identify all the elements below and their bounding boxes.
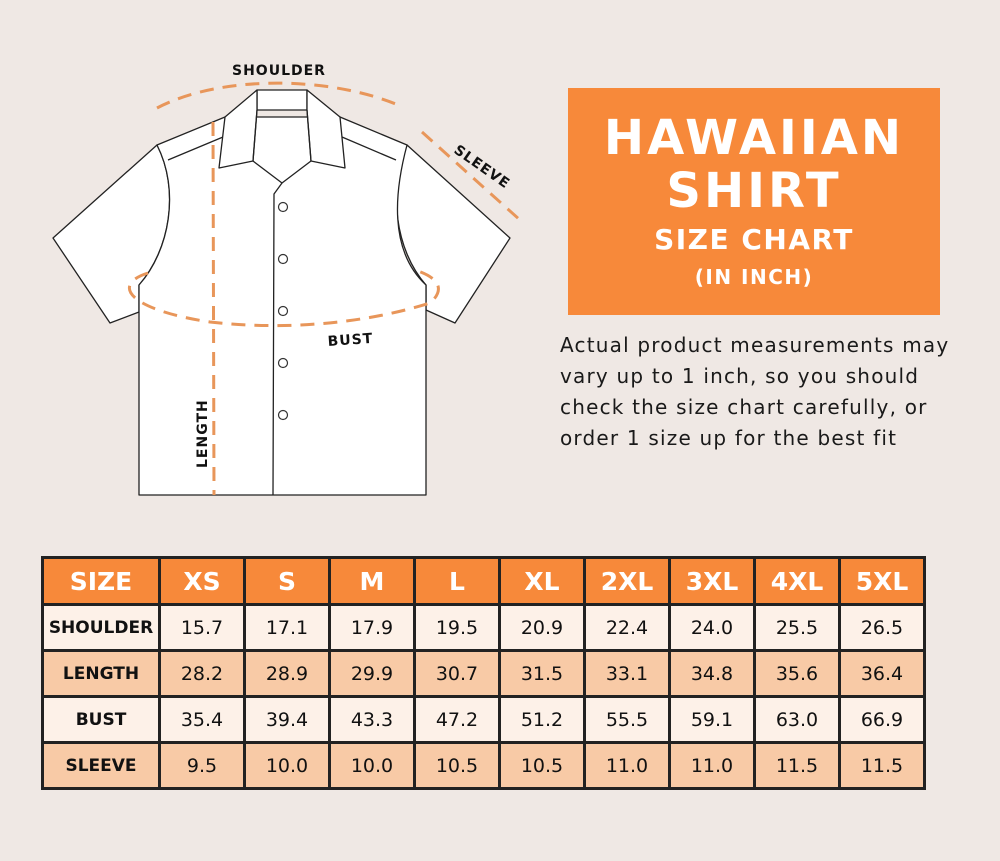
- button: [277, 357, 289, 369]
- table-cell: 29.9: [328, 649, 416, 698]
- table-row: SLEEVE 9.5 10.0 10.0 10.5 10.5 11.0 11.0 11.5 11.…: [41, 741, 926, 790]
- button: [277, 253, 289, 265]
- table-cell: 11.0: [668, 741, 756, 790]
- table-cell: 10.0: [328, 741, 416, 790]
- table-cell: 55.5: [583, 695, 671, 744]
- subtitle: SIZE CHART: [654, 223, 854, 256]
- title-line-2: SHIRT: [666, 163, 842, 219]
- button: [277, 409, 289, 421]
- table-row: BUST 35.4 39.4 43.3 47.2 51.2 55.5 59.1 63.0 66.9: [41, 695, 926, 744]
- row-label: SLEEVE: [41, 741, 161, 790]
- row-label: BUST: [41, 695, 161, 744]
- table-cell: 10.5: [498, 741, 586, 790]
- table-cell: 47.2: [413, 695, 501, 744]
- shoulder-measure-line: [156, 81, 404, 110]
- table-cell: 59.1: [668, 695, 756, 744]
- table-cell: 26.5: [838, 603, 926, 652]
- collar: [256, 89, 308, 111]
- table-cell: 15.7: [158, 603, 246, 652]
- header-size-2xl: 2XL: [583, 556, 671, 606]
- unit-note: (IN INCH): [694, 265, 814, 289]
- table-cell: 36.4: [838, 649, 926, 698]
- shoulder-label: SHOULDER: [232, 63, 326, 79]
- shirt-diagram: SHOULDER SLEEVE BUST LENGTH: [52, 63, 522, 496]
- bust-label: BUST: [327, 331, 374, 350]
- table-cell: 33.1: [583, 649, 671, 698]
- table-cell: 39.4: [243, 695, 331, 744]
- header-size-xl: XL: [498, 556, 586, 606]
- table-cell: 35.4: [158, 695, 246, 744]
- table-cell: 66.9: [838, 695, 926, 744]
- button: [277, 201, 289, 213]
- header-size-xs: XS: [158, 556, 246, 606]
- title-banner: HAWAIIAN SHIRT SIZE CHART (IN INCH): [568, 88, 940, 315]
- table-cell: 30.7: [413, 649, 501, 698]
- measurement-note: Actual product measurements may vary up …: [560, 333, 950, 450]
- table-cell: 10.5: [413, 741, 501, 790]
- header-size-5xl: 5XL: [838, 556, 926, 606]
- button: [277, 305, 289, 317]
- table-cell: 11.5: [838, 741, 926, 790]
- table-cell: 17.9: [328, 603, 416, 652]
- header-size-4xl: 4XL: [753, 556, 841, 606]
- table-cell: 22.4: [583, 603, 671, 652]
- table-row: SHOULDER 15.7 17.1 17.9 19.5 20.9 22.4 24.0 25.5…: [41, 603, 926, 652]
- table-cell: 11.5: [753, 741, 841, 790]
- row-label: LENGTH: [41, 649, 161, 698]
- header-size-3xl: 3XL: [668, 556, 756, 606]
- table-cell: 35.6: [753, 649, 841, 698]
- table-cell: 19.5: [413, 603, 501, 652]
- table-cell: 24.0: [668, 603, 756, 652]
- table-cell: 51.2: [498, 695, 586, 744]
- table-cell: 43.3: [328, 695, 416, 744]
- table-cell: 25.5: [753, 603, 841, 652]
- table-cell: 31.5: [498, 649, 586, 698]
- table-cell: 11.0: [583, 741, 671, 790]
- length-measure-line: [211, 121, 216, 496]
- table-header-row: SIZE XS S M L XL 2XL 3XL 4XL 5XL: [41, 556, 926, 606]
- size-chart-table: SIZE XS S M L XL 2XL 3XL 4XL 5XL SHOULDER 15.7 17.1 1…: [41, 556, 926, 790]
- bust-measure-line: [127, 268, 440, 328]
- table-cell: 34.8: [668, 649, 756, 698]
- row-label: SHOULDER: [41, 603, 161, 652]
- header-size-m: M: [328, 556, 416, 606]
- table-cell: 28.2: [158, 649, 246, 698]
- table-cell: 17.1: [243, 603, 331, 652]
- title-line-1: HAWAIIAN: [603, 110, 905, 166]
- table-cell: 63.0: [753, 695, 841, 744]
- length-label: LENGTH: [195, 399, 211, 468]
- table-cell: 20.9: [498, 603, 586, 652]
- table-cell: 10.0: [243, 741, 331, 790]
- header-size-s: S: [243, 556, 331, 606]
- header-size-l: L: [413, 556, 501, 606]
- table-row: LENGTH 28.2 28.9 29.9 30.7 31.5 33.1 34.8 35.6 36…: [41, 649, 926, 698]
- table-cell: 9.5: [158, 741, 246, 790]
- table-cell: 28.9: [243, 649, 331, 698]
- header-size-label: SIZE: [41, 556, 161, 606]
